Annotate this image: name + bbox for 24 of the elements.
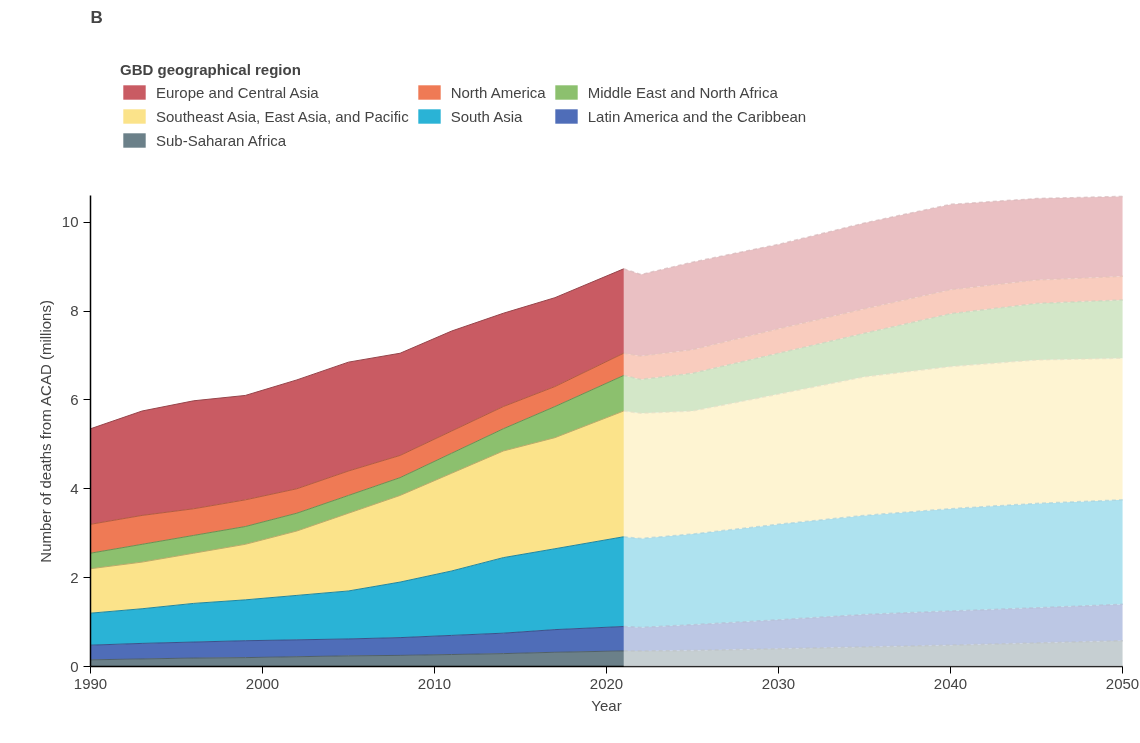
x-tick-label: 2040 [933,674,968,692]
x-tick-label: 2000 [245,674,280,692]
legend-label: North America [450,83,546,101]
legend-label: Sub-Saharan Africa [156,131,287,149]
y-tick-label: 6 [70,390,79,408]
y-tick-label: 0 [70,657,79,675]
chart-title: B [90,7,103,27]
y-tick-label: 2 [70,568,79,586]
legend-label: Southeast Asia, East Asia, and Pacific [156,107,409,125]
y-tick-label: 4 [70,479,79,497]
legend-label: Latin America and the Caribbean [587,107,807,125]
x-tick-label: 2020 [589,674,624,692]
x-axis-title: Year [591,696,622,714]
x-tick-label: 1990 [73,674,108,692]
x-tick-label: 2010 [417,674,452,692]
y-tick-label: 8 [70,302,79,320]
x-tick-label: 2050 [1105,674,1140,692]
y-tick-label: 10 [61,213,79,231]
y-axis-title: Number of deaths from ACAD (millions) [36,300,54,563]
x-tick-label: 2030 [761,674,796,692]
legend-label: South Asia [450,107,523,125]
legend-title: GBD geographical region [120,61,302,78]
legend-label: Europe and Central Asia [156,83,319,101]
legend-label: Middle East and North Africa [587,83,778,101]
